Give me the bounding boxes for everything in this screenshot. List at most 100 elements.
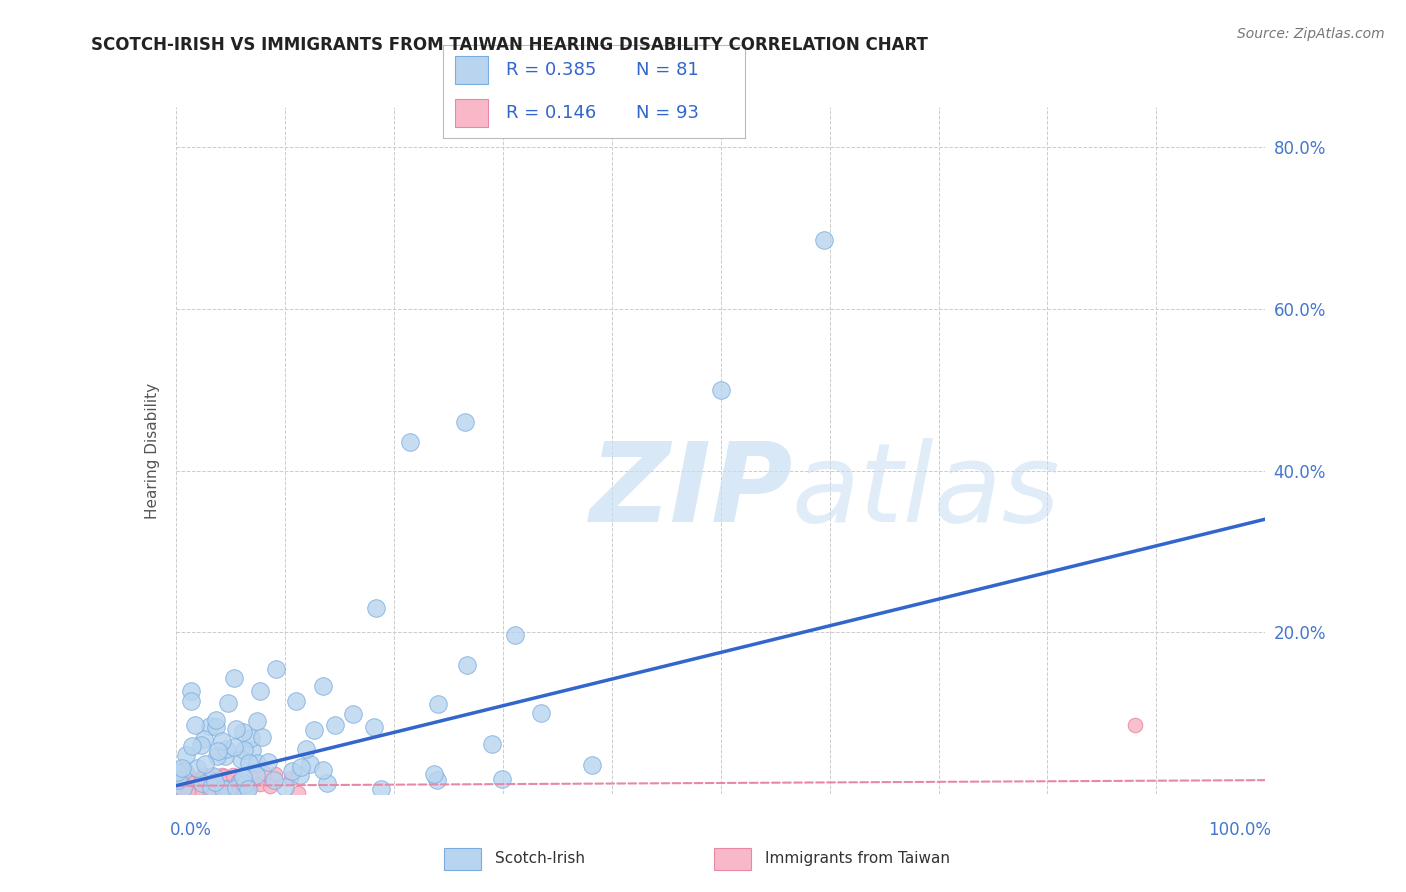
Point [167,772,190,787]
Point [399,435,422,450]
Point [166,781,188,796]
Point [249,777,271,791]
Point [280,771,302,785]
Point [193,731,215,746]
Point [245,756,267,770]
Point [263,773,285,788]
Point [232,770,254,784]
Point [235,777,257,791]
Point [214,772,236,787]
Point [363,720,385,734]
Point [170,761,193,775]
Point [183,780,205,794]
Point [530,706,553,720]
Point [238,756,260,770]
Bar [456,56,488,84]
Point [186,785,208,799]
Bar [444,847,481,870]
Point [170,785,193,799]
Point [173,763,195,777]
Point [166,783,188,797]
Point [235,777,257,791]
Point [225,779,247,793]
Point [174,787,197,801]
Point [200,780,222,794]
Point [166,780,188,795]
Point [290,760,312,774]
Point [177,778,200,792]
Point [710,383,733,397]
Point [180,739,202,754]
Point [224,671,246,685]
Point [179,775,201,789]
Point [222,768,245,782]
Point [180,694,202,708]
Point [177,774,200,789]
Point [211,770,233,784]
Point [225,780,247,794]
Point [215,780,238,794]
Point [176,772,198,786]
Point [169,774,191,789]
Point [202,781,225,796]
Point [167,787,190,801]
Point [312,764,335,778]
Text: 100.0%: 100.0% [1208,822,1271,839]
Point [246,714,269,728]
Bar [714,847,751,870]
Point [188,775,211,789]
Point [166,764,188,779]
Point [581,758,603,772]
Point [453,415,475,429]
Point [226,777,249,791]
Point [222,740,245,755]
Point [316,776,339,790]
Point [215,742,238,756]
Point [274,780,297,794]
Point [240,731,263,745]
Point [252,731,274,745]
Point [190,772,212,787]
Text: SCOTCH-IRISH VS IMMIGRANTS FROM TAIWAN HEARING DISABILITY CORRELATION CHART: SCOTCH-IRISH VS IMMIGRANTS FROM TAIWAN H… [91,36,928,54]
Point [491,772,513,786]
Text: N = 81: N = 81 [637,61,699,78]
Point [180,780,202,795]
Point [202,772,225,787]
Point [167,785,190,799]
Point [198,776,221,790]
Point [253,766,276,780]
Point [193,784,215,798]
Text: R = 0.385: R = 0.385 [506,61,596,78]
Point [205,749,228,764]
Point [263,767,285,781]
Point [207,744,229,758]
Point [281,764,304,778]
Point [172,784,194,798]
Point [193,768,215,782]
Point [481,737,503,751]
Point [226,777,249,791]
Point [180,779,202,793]
Point [194,756,217,771]
Point [173,778,195,792]
Point [186,761,208,775]
Point [166,787,188,801]
Point [184,775,207,789]
Point [225,722,247,736]
Text: ZIP: ZIP [591,438,793,545]
Point [238,782,260,797]
Point [456,658,478,673]
Point [176,784,198,798]
Point [193,777,215,791]
Point [190,778,212,792]
Point [205,778,228,792]
Point [226,780,249,794]
Point [198,719,221,733]
Point [181,779,204,793]
Point [174,787,197,801]
Point [181,772,204,786]
Point [201,772,224,786]
Point [813,233,835,247]
Point [205,720,228,734]
Point [201,769,224,783]
